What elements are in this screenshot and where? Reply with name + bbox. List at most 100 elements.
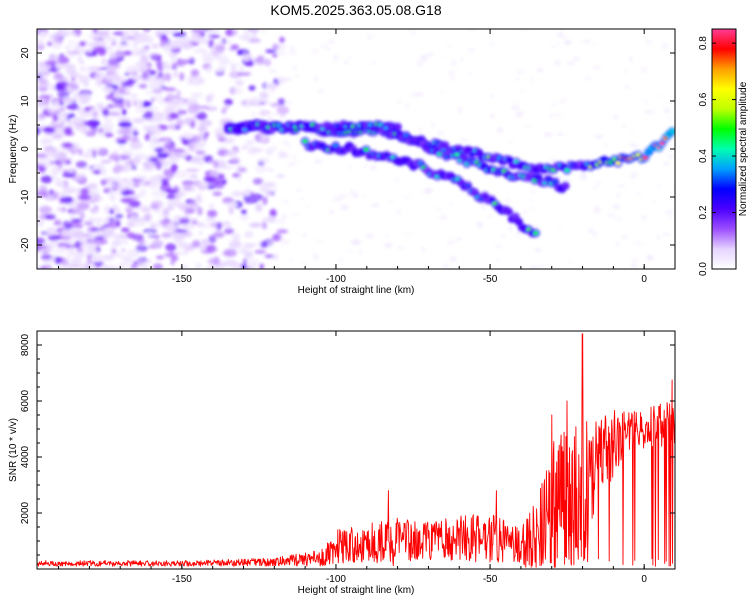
noise-blob bbox=[508, 141, 515, 145]
noise-blob bbox=[134, 33, 148, 38]
noise-blob bbox=[506, 198, 511, 204]
noise-blob bbox=[661, 43, 669, 46]
noise-blob bbox=[64, 63, 76, 71]
x-tick-label: -100 bbox=[326, 274, 346, 285]
noise-blob bbox=[48, 235, 61, 241]
noise-blob bbox=[251, 112, 257, 117]
noise-blob bbox=[85, 132, 96, 137]
noise-blob bbox=[616, 242, 620, 247]
noise-blob bbox=[93, 261, 104, 266]
noise-blob bbox=[560, 98, 569, 101]
noise-blob bbox=[54, 177, 63, 185]
noise-blob bbox=[77, 202, 90, 211]
noise-blob bbox=[169, 250, 175, 258]
noise-blob bbox=[301, 262, 307, 266]
x-tick-label: -100 bbox=[326, 574, 346, 585]
noise-blob bbox=[214, 159, 227, 169]
noise-blob bbox=[633, 144, 639, 149]
noise-blob bbox=[242, 50, 248, 58]
noise-blob bbox=[247, 38, 261, 43]
noise-blob bbox=[148, 136, 160, 145]
noise-blob bbox=[367, 35, 371, 41]
noise-blob bbox=[221, 107, 227, 115]
noise-blob bbox=[666, 216, 674, 219]
noise-blob bbox=[152, 94, 164, 101]
noise-blob bbox=[144, 133, 150, 141]
noise-blob bbox=[663, 107, 671, 114]
noise-blob bbox=[277, 76, 286, 85]
noise-blob bbox=[208, 160, 218, 164]
noise-blob bbox=[172, 217, 181, 221]
noise-blob bbox=[347, 56, 353, 60]
noise-blob bbox=[138, 83, 148, 89]
noise-blob bbox=[254, 249, 267, 254]
noise-blob bbox=[209, 92, 214, 101]
ridge-outer bbox=[561, 182, 570, 190]
noise-blob bbox=[447, 71, 456, 74]
noise-blob bbox=[244, 200, 258, 204]
y-tick-label: 2000 bbox=[20, 501, 31, 524]
noise-blob bbox=[113, 166, 120, 173]
noise-blob bbox=[113, 91, 123, 99]
noise-blob bbox=[265, 49, 277, 53]
noise-blob bbox=[61, 196, 74, 204]
noise-blob bbox=[198, 120, 213, 127]
noise-blob bbox=[83, 151, 90, 156]
noise-blob bbox=[229, 240, 242, 249]
noise-blob bbox=[133, 217, 148, 224]
noise-blob bbox=[459, 57, 464, 62]
noise-blob bbox=[135, 153, 147, 158]
noise-blob bbox=[209, 170, 219, 178]
noise-blob bbox=[326, 46, 331, 51]
noise-blob bbox=[101, 122, 114, 129]
noise-blob bbox=[93, 29, 98, 34]
noise-blob bbox=[634, 241, 644, 246]
noise-blob bbox=[153, 147, 164, 153]
noise-blob bbox=[145, 36, 155, 45]
noise-blob bbox=[144, 90, 155, 96]
noise-blob bbox=[264, 58, 272, 67]
noise-blob bbox=[184, 243, 191, 252]
noise-blob bbox=[139, 63, 149, 72]
noise-blob bbox=[56, 56, 70, 65]
noise-blob bbox=[208, 53, 220, 59]
noise-blob bbox=[253, 57, 265, 63]
noise-blob bbox=[92, 150, 97, 158]
snr-panel: -150 -100 -50 0 2000 4000 6000 8000 Height of … bbox=[8, 330, 676, 596]
noise-blob bbox=[108, 111, 121, 117]
noise-blob bbox=[73, 91, 80, 99]
noise-blob bbox=[69, 211, 75, 219]
noise-blob bbox=[54, 256, 62, 265]
noise-blob bbox=[143, 29, 151, 33]
noise-blob bbox=[71, 147, 81, 151]
noise-blob bbox=[319, 44, 328, 48]
noise-blob bbox=[289, 46, 295, 51]
noise-blob bbox=[118, 86, 127, 93]
noise-blob bbox=[554, 60, 562, 66]
noise-blob bbox=[191, 173, 198, 179]
noise-blob bbox=[538, 264, 544, 268]
noise-blob bbox=[529, 199, 534, 203]
noise-blob bbox=[150, 179, 162, 185]
noise-blob bbox=[283, 77, 292, 82]
noise-blob bbox=[603, 144, 609, 147]
noise-blob bbox=[284, 101, 293, 105]
noise-blob bbox=[181, 180, 196, 186]
noise-blob bbox=[206, 184, 216, 190]
noise-blob bbox=[76, 223, 84, 229]
colorbar-tick-label: 0.6 bbox=[698, 92, 709, 106]
noise-blob bbox=[265, 190, 272, 197]
spectrogram-x-ticks: -150 -100 -50 0 bbox=[58, 29, 676, 285]
noise-blob bbox=[67, 103, 79, 110]
noise-blob bbox=[396, 246, 404, 249]
colorbar-gradient bbox=[711, 28, 737, 270]
x-tick-label: -150 bbox=[172, 274, 192, 285]
noise-blob bbox=[516, 230, 520, 236]
noise-blob bbox=[550, 102, 557, 107]
noise-blob bbox=[450, 59, 457, 63]
noise-blob bbox=[179, 72, 185, 81]
x-tick-label: -50 bbox=[483, 274, 498, 285]
noise-blob bbox=[217, 261, 229, 268]
noise-blob bbox=[98, 195, 103, 202]
colorbar-tick-label: 0.0 bbox=[698, 262, 709, 276]
